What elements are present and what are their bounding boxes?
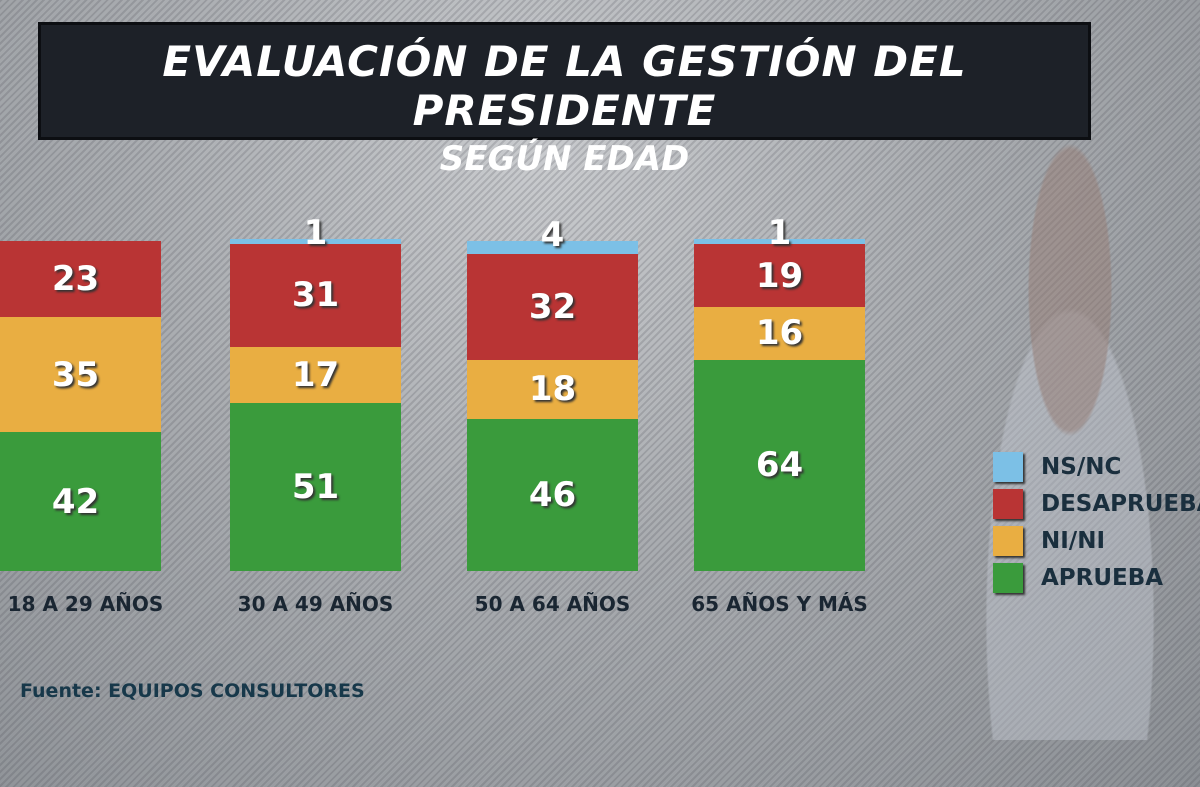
legend-swatch [993,489,1023,519]
legend-swatch [993,563,1023,593]
bar-segment-aprueba: 51 [230,402,401,571]
data-label: 4 [540,215,565,255]
bar-segment-desaprueba: 19 [694,244,865,307]
source-name: EQUIPOS CONSULTORES [108,680,365,702]
chart-subtitle: SEGÚN EDAD [439,139,690,179]
data-label: 1 [767,213,792,254]
bar-segment-ni-ni: 35 [0,316,161,433]
bar-segment-ns-nc [694,239,865,245]
bar-segment-aprueba: 46 [467,419,638,571]
data-label: 46 [528,475,577,516]
category-label: 65 AÑOS Y MÁS [691,592,868,616]
background-portrait [940,140,1200,740]
bar-segment-aprueba: 42 [0,432,161,571]
bar-segment-aprueba: 64 [694,359,865,571]
data-label: 42 [51,481,100,522]
source-note: Fuente: EQUIPOS CONSULTORES [20,680,365,702]
data-label: 1 [303,213,328,254]
data-label: 19 [755,255,804,296]
source-label: Fuente: [20,680,109,702]
legend-swatch [993,452,1023,482]
data-label: 16 [755,313,804,354]
category-label: 30 A 49 AÑOS [237,592,394,616]
data-label: 23 [51,258,100,299]
category-label: 18 A 29 AÑOS [7,592,164,616]
legend-item: APRUEBA [993,563,1163,593]
bar-segment-desaprueba: 31 [230,244,401,347]
legend-swatch [993,526,1023,556]
legend-item: DESAPRUEBA [993,489,1200,519]
data-label: 64 [755,445,804,486]
legend-label: NS/NC [1041,454,1122,480]
legend-label: APRUEBA [1041,565,1164,591]
chart-title: EVALUACIÓN DE LA GESTIÓN DEL PRESIDENTE [162,37,967,135]
data-label: 32 [528,286,577,327]
legend-label: NI/NI [1041,528,1106,554]
bar-segment-ns-nc [467,241,638,255]
bar-segment-desaprueba: 23 [0,241,161,317]
data-label: 35 [51,354,100,395]
data-label: 51 [291,466,340,507]
legend-item: NI/NI [993,526,1105,556]
legend-item: NS/NC [993,452,1121,482]
bar-segment-desaprueba: 32 [467,254,638,360]
data-label: 18 [528,369,577,410]
bar-segment-ni-ni: 16 [694,307,865,360]
title-box: EVALUACIÓN DE LA GESTIÓN DEL PRESIDENTE … [38,22,1091,179]
legend-label: DESAPRUEBA [1041,491,1200,517]
bar-segment-ni-ni: 18 [467,359,638,420]
category-label: 50 A 64 AÑOS [474,592,631,616]
bar-segment-ns-nc [230,239,401,245]
data-label: 31 [291,275,340,316]
data-label: 17 [291,354,340,395]
bar-segment-ni-ni: 17 [230,346,401,403]
